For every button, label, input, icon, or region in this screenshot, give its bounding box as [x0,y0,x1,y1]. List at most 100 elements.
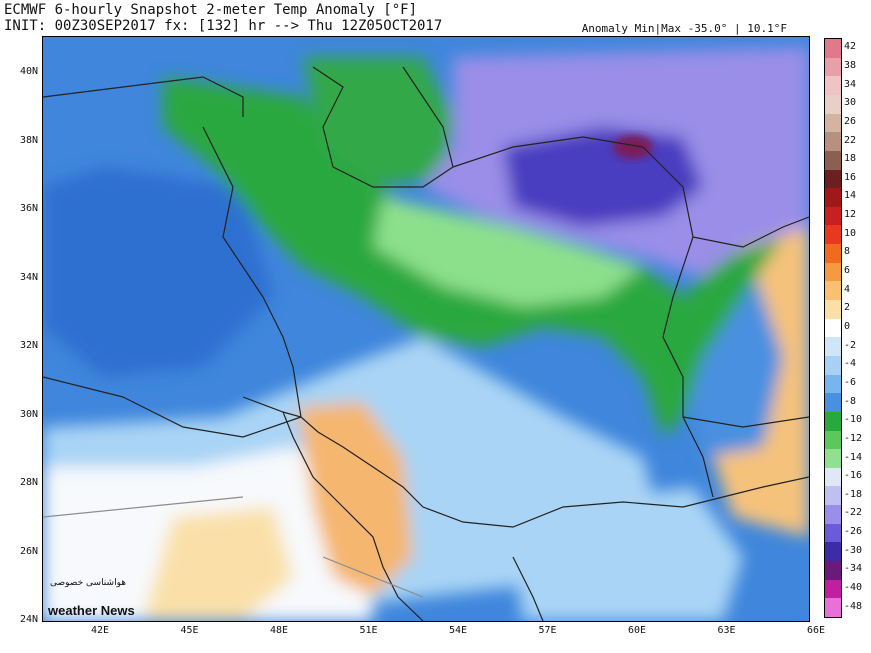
colorbar-swatch [825,39,841,59]
colorbar-swatch [825,132,841,152]
colorbar-label: 30 [844,97,857,109]
longitude-label: 45E [180,625,199,636]
colorbar-label: -34 [844,563,863,575]
colorbar-label: -12 [844,432,863,444]
colorbar [824,38,842,618]
latitude-label: 30N [19,408,38,420]
border-turkey-north [43,76,244,117]
colorbar-swatch [825,225,841,245]
latitude-label: 28N [19,477,38,488]
colorbar-label: -16 [844,470,863,482]
longitude-label: 63E [717,625,736,636]
anomaly-west-dark-blue [43,167,273,377]
latitude-label: 34N [19,271,38,283]
colorbar-swatch [825,430,841,450]
colorbar-swatch [825,393,841,413]
border-iran-iraq [202,126,302,418]
colorbar-swatch [825,374,841,394]
coastline [242,396,809,528]
colorbar-label: 2 [844,302,851,314]
longitude-label: 48E [269,625,289,636]
colorbar-swatch [825,281,841,301]
border-arabian-interior [43,496,424,598]
longitude-label: 60E [627,625,647,636]
colorbar-swatch [825,188,841,208]
colorbar-label: 16 [844,171,857,183]
colorbar-swatch [825,355,841,376]
border-iraq-saudi [43,376,302,438]
longitude-label: 42E [90,625,110,636]
colorbar-swatch [825,150,841,170]
colorbar-swatch [825,467,841,487]
anomaly-light-blue-southeast [513,487,743,621]
border-iran-afghanistan [662,236,714,498]
anomaly-warm-saudi [143,507,293,621]
anomaly-coldest-spot [613,135,653,159]
colorbar-label: -18 [844,488,863,500]
colorbar-swatch [825,318,841,338]
watermark-weather-news: weather News [48,603,135,618]
latitude-label: 38N [19,134,38,146]
anomaly-light-green-plateau [373,197,643,307]
colorbar-swatch [825,300,841,320]
coastline-south [282,411,424,621]
colorbar-label: 6 [844,265,851,277]
map-title: ECMWF 6-hourly Snapshot 2-meter Temp Ano… [4,2,418,18]
colorbar-swatch [825,411,841,432]
colorbar-label: 38 [844,59,857,71]
temperature-anomaly-map [42,36,810,622]
colorbar-label: -40 [844,582,863,594]
colorbar-swatch [825,542,841,562]
anomaly-deep-purple-core [503,127,703,227]
latitude-label: 26N [19,545,38,557]
colorbar-label: 22 [844,134,857,146]
colorbar-swatch [825,262,841,282]
latitude-label: 36N [19,203,38,214]
colorbar-swatch [825,561,841,581]
colorbar-swatch [825,206,841,226]
caspian-shore [312,66,454,188]
oman-coast [512,556,544,621]
colorbar-swatch [825,57,841,77]
border-afghanistan-pakistan [682,216,809,428]
latitude-label: 40N [19,66,38,77]
colorbar-label: 26 [844,115,857,127]
colorbar-label: -30 [844,544,863,556]
colorbar-label: -10 [844,414,863,426]
colorbar-label: -48 [844,600,863,612]
map-init-forecast-line: INIT: 00Z30SEP2017 fx: [132] hr --> Thu … [4,18,443,34]
longitude-label: 54E [448,625,468,636]
colorbar-swatch [825,579,841,599]
colorbar-label: 12 [844,209,857,221]
colorbar-swatch [825,113,841,133]
colorbar-swatch [825,523,841,543]
border-iran-turkmenistan [452,136,694,238]
longitude-label: 57E [538,625,557,636]
colorbar-label: -4 [844,358,857,370]
watermark-persian: هواشناسی خصوصی [50,578,126,588]
colorbar-label: 4 [844,283,851,295]
anomaly-warm-qatar-uae [298,402,413,597]
colorbar-swatch [825,486,841,506]
colorbar-swatch [825,76,841,96]
colorbar-label: 34 [844,78,857,90]
colorbar-label: -6 [844,376,857,388]
colorbar-label: 18 [844,153,857,165]
anomaly-green-caspian [303,57,453,187]
colorbar-swatch [825,598,841,618]
longitude-label: 66E [806,625,826,636]
colorbar-label: -8 [844,395,857,407]
colorbar-swatch [825,449,841,469]
colorbar-swatch [825,244,841,264]
colorbar-label: -2 [844,339,857,351]
colorbar-label: 0 [844,321,851,332]
colorbar-label: -22 [844,507,863,519]
colorbar-swatch [825,505,841,525]
colorbar-swatch [825,169,841,189]
colorbar-swatch [825,337,841,357]
colorbar-label: 8 [844,246,851,258]
latitude-label: 24N [19,614,38,625]
longitude-label: 51E [359,625,378,636]
colorbar-label: 10 [844,227,857,239]
latitude-label: 32N [19,340,38,351]
